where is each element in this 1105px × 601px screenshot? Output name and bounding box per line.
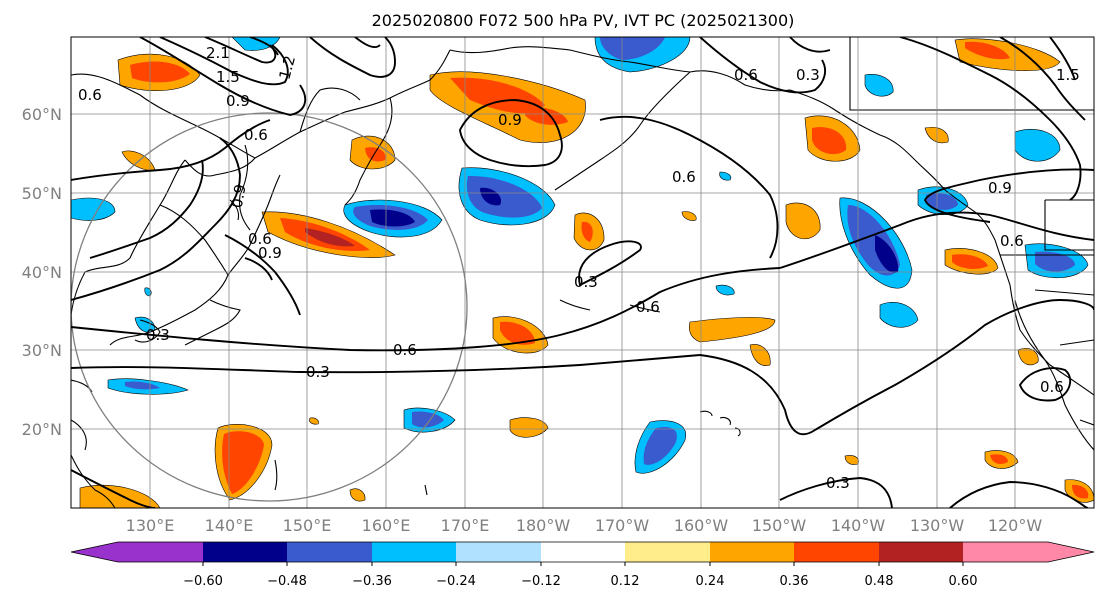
colorbar-segment: [710, 542, 794, 562]
positive-anomaly: [79, 38, 1094, 508]
contour-label: 1.5: [216, 68, 240, 86]
contour-label: 0.6: [1000, 232, 1024, 250]
colorbar-segment: [287, 542, 372, 562]
map-frame: [70, 36, 1095, 509]
lon-label: 130°E: [126, 516, 175, 535]
contour-label: 0.3: [306, 363, 330, 381]
colorbar-tick-label: 0.60: [949, 574, 978, 589]
contour-label: 0.6: [244, 126, 268, 144]
contour-label: 0.3: [796, 66, 820, 84]
contour-label: 0.6: [636, 298, 660, 316]
contour-label: 0.6: [248, 230, 272, 248]
region-circle: [71, 112, 468, 502]
contour-label: 0.3: [826, 474, 850, 492]
gridlines: [71, 37, 1094, 508]
lon-label: 160°W: [674, 516, 729, 535]
colorbar-tick-label: −0.48: [267, 574, 307, 589]
colorbar-extend-high: [1048, 542, 1094, 562]
lat-label: 40°N: [22, 263, 62, 282]
lon-label: 150°E: [283, 516, 332, 535]
contour-label: 0.6: [734, 66, 758, 84]
latitude-labels: 60°N 50°N 40°N 30°N 20°N: [22, 105, 62, 439]
colorbar-tick-label: 0.12: [611, 574, 640, 589]
contour-label: 0.9: [988, 179, 1012, 197]
lat-label: 20°N: [22, 420, 62, 439]
map-title: 2025020800 F072 500 hPa PV, IVT PC (2025…: [372, 11, 795, 30]
lon-label: 170°E: [441, 516, 490, 535]
colorbar-tick-label: 0.36: [780, 574, 809, 589]
colorbar-outline: [70, 541, 1095, 563]
lat-label: 50°N: [22, 184, 62, 203]
colorbar-segment: [963, 542, 1048, 562]
lon-label: 120°W: [988, 516, 1043, 535]
contour-label: 2.1: [206, 44, 230, 62]
contour-label: 0.9: [258, 244, 282, 262]
contour-label: 0.6: [1040, 378, 1064, 396]
colorbar-segment: [118, 542, 203, 562]
contour-label: 0.9: [226, 92, 250, 110]
colorbar-segment: [372, 542, 456, 562]
lon-label: 180°W: [516, 516, 571, 535]
colorbar-segment: [794, 542, 879, 562]
colorbar-tick-label: −0.36: [352, 574, 392, 589]
colorbar-ticks: −0.60 −0.48 −0.36 −0.24 −0.12 0.12 0.24 …: [183, 574, 977, 589]
lat-label: 30°N: [22, 341, 62, 360]
colorbar-extend-low: [71, 542, 118, 562]
lon-label: 160°E: [362, 516, 411, 535]
lon-label: 170°W: [595, 516, 650, 535]
colorbar-segment: [541, 542, 625, 562]
colorbar-segment: [456, 542, 541, 562]
contour-label: 0.6: [672, 168, 696, 186]
colorbar-tick-label: −0.24: [436, 574, 476, 589]
contour-label: 0.9: [228, 183, 250, 210]
colorbar-segment: [203, 542, 287, 562]
ivt-contours: [71, 37, 1094, 508]
lon-label: 150°W: [752, 516, 807, 535]
colorbar-tick-label: −0.12: [521, 574, 561, 589]
contour-label: 0.6: [393, 341, 417, 359]
contour-label: 0.9: [498, 111, 522, 129]
contour-label: 1.2: [275, 54, 299, 82]
contour-label: 0.3: [146, 326, 170, 344]
colorbar-segment: [625, 542, 710, 562]
lat-label: 60°N: [22, 105, 62, 124]
colorbar-tick-label: 0.48: [865, 574, 894, 589]
colorbar: [70, 541, 1095, 566]
longitude-labels: 130°E 140°E 150°E 160°E 170°E 180°W 170°…: [126, 516, 1043, 535]
contour-labels: 2.1 1.5 1.2 0.9 0.6 0.9 0.6 0.9 0.6 0.3 …: [78, 44, 1080, 492]
lon-label: 140°E: [205, 516, 254, 535]
contour-label: 1.5: [1056, 66, 1080, 84]
contour-label: 0.6: [78, 86, 102, 104]
colorbar-segment: [879, 542, 963, 562]
coastlines: [71, 37, 1094, 508]
colorbar-tick-label: −0.60: [183, 574, 223, 589]
contour-label: 0.3: [574, 273, 598, 291]
colorbar-tick-label: 0.24: [696, 574, 725, 589]
lon-label: 140°W: [831, 516, 886, 535]
lon-label: 130°W: [910, 516, 965, 535]
